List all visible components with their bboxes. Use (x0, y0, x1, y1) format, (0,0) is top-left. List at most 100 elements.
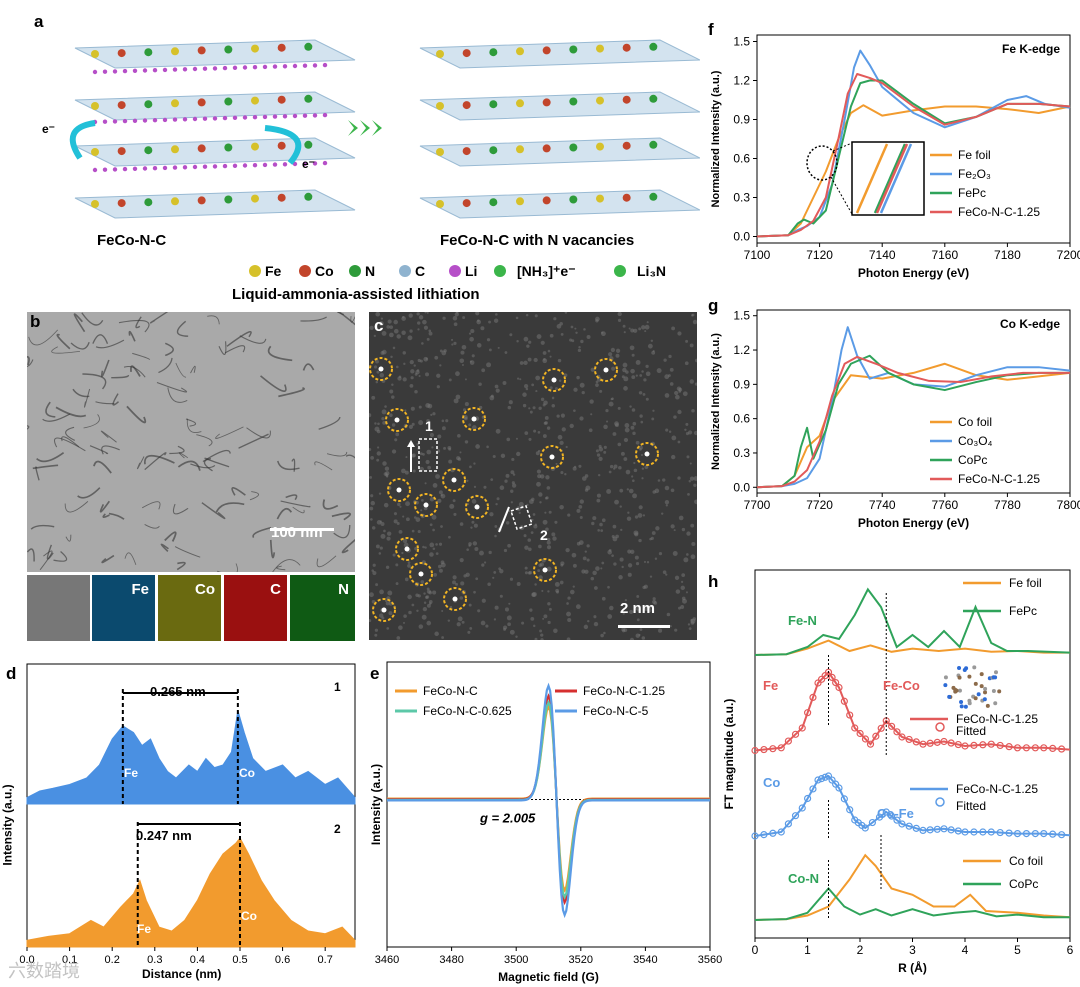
noise-dot (538, 406, 542, 410)
noise-dot (427, 465, 431, 470)
fitted-point (954, 827, 962, 835)
noise-dot (441, 426, 446, 431)
noise-dot (381, 416, 385, 421)
noise-dot (546, 540, 551, 545)
graphene-wrinkle (267, 345, 293, 362)
fitted-point (821, 773, 829, 781)
graphene-wrinkle (123, 366, 146, 378)
noise-dot (528, 407, 531, 410)
right-structure-title: FeCo-N-C with N vacancies (440, 232, 635, 249)
noise-dot (546, 566, 552, 572)
noise-dot (481, 598, 486, 603)
noise-dot (551, 396, 555, 400)
lithium-atom (282, 64, 288, 69)
noise-dot (470, 526, 473, 529)
noise-dot (396, 521, 400, 525)
noise-dot (567, 596, 571, 600)
graphene-wrinkle (73, 313, 86, 333)
noise-dot (373, 365, 378, 369)
graphene-wrinkle (302, 363, 315, 371)
x-tick-label: 0.1 (62, 954, 77, 966)
noise-dot (391, 449, 397, 454)
lithium-atom (302, 161, 308, 166)
noise-dot (486, 362, 492, 368)
fitted-point (940, 825, 948, 833)
legend-label: FeCo-N-C-1.25 (583, 684, 665, 698)
noise-dot (593, 586, 598, 590)
noise-dot (471, 425, 477, 430)
graphene-wrinkle (70, 341, 90, 350)
noise-dot (537, 569, 541, 572)
graphene-wrinkle (345, 454, 355, 459)
bright-atom (396, 487, 402, 493)
noise-dot (664, 499, 670, 505)
noise-dot (405, 501, 410, 507)
noise-dot (384, 599, 388, 603)
graphene-wrinkle (51, 346, 80, 354)
legend-label: FeCo-N-C-1.25 (956, 782, 1038, 796)
graphene-wrinkle (280, 500, 311, 508)
noise-dot (407, 594, 412, 600)
noise-dot (547, 620, 551, 625)
noise-dot (572, 466, 577, 471)
atom-dot (489, 198, 498, 207)
legend-label: Fitted (956, 799, 986, 813)
noise-dot (665, 504, 668, 507)
noise-dot (634, 606, 639, 611)
noise-dot (422, 545, 425, 549)
noise-dot (539, 501, 542, 504)
noise-dot (636, 595, 640, 598)
molecule-icon (979, 672, 984, 677)
fitted-point (866, 740, 875, 748)
fitted-point (835, 784, 843, 792)
fitted-point (940, 737, 948, 746)
noise-dot (557, 434, 563, 440)
noise-dot (453, 341, 457, 345)
bright-atom (471, 416, 477, 422)
noise-dot (403, 542, 409, 548)
atom-dot (91, 50, 99, 58)
noise-dot (629, 609, 634, 614)
noise-dot (483, 561, 487, 564)
noise-dot (569, 423, 574, 429)
noise-dot (556, 324, 562, 329)
fitted-point (898, 733, 906, 741)
noise-dot (554, 581, 560, 587)
graphene-wrinkle (158, 357, 173, 374)
fitted-point (814, 679, 822, 687)
noise-dot (516, 377, 520, 380)
molecule-icon (993, 670, 998, 675)
noise-dot (658, 628, 663, 633)
atom-dot (489, 146, 498, 155)
noise-dot (629, 637, 635, 640)
graphene-wrinkle (337, 312, 355, 326)
noise-dot (438, 568, 443, 573)
noise-dot (618, 575, 623, 580)
noise-dot (598, 447, 604, 452)
x-tick-label: 0.2 (105, 954, 120, 966)
fitted-point (970, 828, 978, 836)
noise-dot (383, 502, 389, 508)
noise-dot (581, 391, 585, 395)
profile-1-area (26, 710, 356, 805)
noise-dot (547, 537, 551, 542)
noise-dot (436, 385, 440, 389)
atom-dot (91, 102, 99, 110)
panel-label-f: f (708, 20, 714, 39)
lithium-atom (282, 162, 288, 167)
atom-dot (436, 200, 444, 208)
scale-label-c: 2 nm (620, 600, 656, 617)
noise-dot (409, 329, 413, 333)
noise-dot (549, 355, 552, 358)
noise-dot (567, 618, 572, 623)
atom-dot (516, 47, 524, 56)
noise-dot (671, 454, 676, 460)
noise-dot (572, 585, 575, 588)
atom-dot (171, 47, 179, 56)
x-tick-label: 0.4 (190, 954, 205, 966)
molecule-icon (943, 675, 948, 680)
atom-dot (117, 49, 126, 58)
noise-dot (620, 451, 625, 456)
noise-dot (464, 440, 469, 444)
graphene-wrinkle (89, 445, 109, 455)
